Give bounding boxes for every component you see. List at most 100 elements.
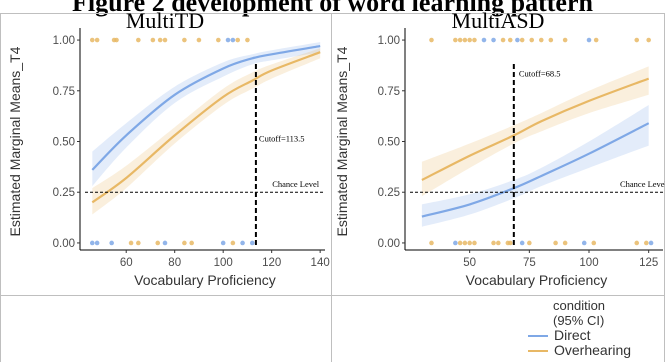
data-point xyxy=(114,37,119,43)
data-point xyxy=(429,240,434,246)
data-point xyxy=(196,37,202,43)
data-point xyxy=(491,37,496,43)
y-tick-label: 1.00 xyxy=(378,35,400,47)
data-point xyxy=(150,37,156,43)
table-border-left xyxy=(0,13,1,362)
data-point xyxy=(89,240,95,246)
data-point xyxy=(230,240,236,246)
x-tick-label: 100 xyxy=(214,257,233,269)
data-point xyxy=(519,240,525,246)
data-point xyxy=(529,37,535,43)
y-tick-label: 0.25 xyxy=(53,187,75,199)
y-tick-label: 1.00 xyxy=(53,35,75,47)
data-point xyxy=(467,37,472,43)
legend: condition (95% CI) Direct Overhearing xyxy=(528,298,631,358)
data-point xyxy=(94,240,100,246)
data-point xyxy=(581,240,587,246)
data-point xyxy=(155,240,161,246)
data-point xyxy=(507,240,513,246)
data-point xyxy=(453,37,458,43)
data-point xyxy=(472,37,477,43)
x-tick-label: 140 xyxy=(311,257,330,269)
data-point xyxy=(500,37,506,43)
legend-item-direct: Direct xyxy=(528,328,631,343)
x-tick-label: 120 xyxy=(262,257,281,269)
data-point xyxy=(128,240,134,246)
data-point xyxy=(453,240,458,246)
data-point xyxy=(472,240,477,246)
data-point xyxy=(538,37,544,43)
x-tick-label: 75 xyxy=(523,257,536,269)
data-point xyxy=(491,240,496,246)
data-point xyxy=(220,240,226,246)
data-point xyxy=(162,240,168,246)
data-point xyxy=(648,240,654,246)
data-point xyxy=(109,240,114,246)
data-point xyxy=(481,37,487,43)
data-point xyxy=(462,240,468,246)
panel-title-multitd: MultiTD xyxy=(125,8,205,33)
data-point xyxy=(429,37,434,43)
data-point xyxy=(230,37,236,43)
x-axis-title: Vocabulary Proficiency xyxy=(466,272,608,288)
data-point xyxy=(467,240,472,246)
legend-label-direct: Direct xyxy=(554,327,591,343)
data-point xyxy=(457,240,463,246)
chart-multitd: Chance Level Cutoff=113.5 0.00 0.25 0.50 0.75… xyxy=(7,28,330,288)
data-point xyxy=(515,37,520,43)
data-point xyxy=(216,37,221,43)
legend-subtitle: (95% CI) xyxy=(553,313,605,328)
figure-title: Figure 2 development of word learning pa… xyxy=(72,0,593,17)
data-point xyxy=(89,37,95,43)
data-point xyxy=(496,240,501,246)
data-point xyxy=(136,240,141,246)
y-tick-label: 0.25 xyxy=(378,187,400,199)
data-point xyxy=(245,37,250,43)
data-point xyxy=(646,37,651,43)
data-point xyxy=(240,240,245,246)
series-line-direct xyxy=(91,45,321,171)
data-point xyxy=(548,37,554,43)
data-point xyxy=(136,37,141,43)
legend-label-overhearing: Overhearing xyxy=(554,342,632,358)
y-tick-label: 0.50 xyxy=(53,137,75,149)
y-tick-label: 0.50 xyxy=(378,137,400,149)
y-tick-label: 0.75 xyxy=(53,86,75,98)
data-point xyxy=(94,37,100,43)
series-line-overhearing xyxy=(91,51,321,204)
data-point xyxy=(157,37,163,43)
data-point xyxy=(643,240,649,246)
panel-title-multiasd: MultiASD xyxy=(451,8,545,33)
x-tick-label: 80 xyxy=(168,257,181,269)
chance-level-label: Chance Level xyxy=(620,179,665,189)
data-point xyxy=(182,37,187,43)
y-tick-label: 0.00 xyxy=(378,238,400,250)
data-point xyxy=(562,37,568,43)
table-border-center xyxy=(331,13,332,362)
chart-multiasd: Chance Level Cutoff=68.5 0.00 0.25 0.50 0.75 1… xyxy=(334,28,665,288)
ci-band-direct xyxy=(92,42,321,187)
x-tick-label: 125 xyxy=(639,257,658,269)
table-border-middle xyxy=(0,295,665,296)
data-point xyxy=(593,37,599,43)
chance-level-label: Chance Level xyxy=(272,179,320,189)
legend-swatch-overhearing xyxy=(528,349,548,352)
data-point xyxy=(235,37,241,43)
data-point xyxy=(225,37,231,43)
data-point xyxy=(462,37,468,43)
cutoff-label: Cutoff=68.5 xyxy=(519,69,561,79)
series-line-overhearing xyxy=(421,77,650,181)
data-point xyxy=(182,240,187,246)
data-point xyxy=(527,240,532,246)
legend-item-overhearing: Overhearing xyxy=(528,343,631,358)
data-point xyxy=(562,240,568,246)
y-tick-label: 0.75 xyxy=(378,86,400,98)
cutoff-label: Cutoff=113.5 xyxy=(259,134,305,144)
y-tick-label: 0.00 xyxy=(53,238,75,250)
x-axis-title: Vocabulary Proficiency xyxy=(134,272,276,288)
legend-title: condition xyxy=(553,298,606,313)
series-line-direct xyxy=(421,122,650,218)
data-point xyxy=(634,240,640,246)
y-axis-title: Estimated Marginal Means_T4 xyxy=(7,46,23,236)
data-point xyxy=(249,240,255,246)
